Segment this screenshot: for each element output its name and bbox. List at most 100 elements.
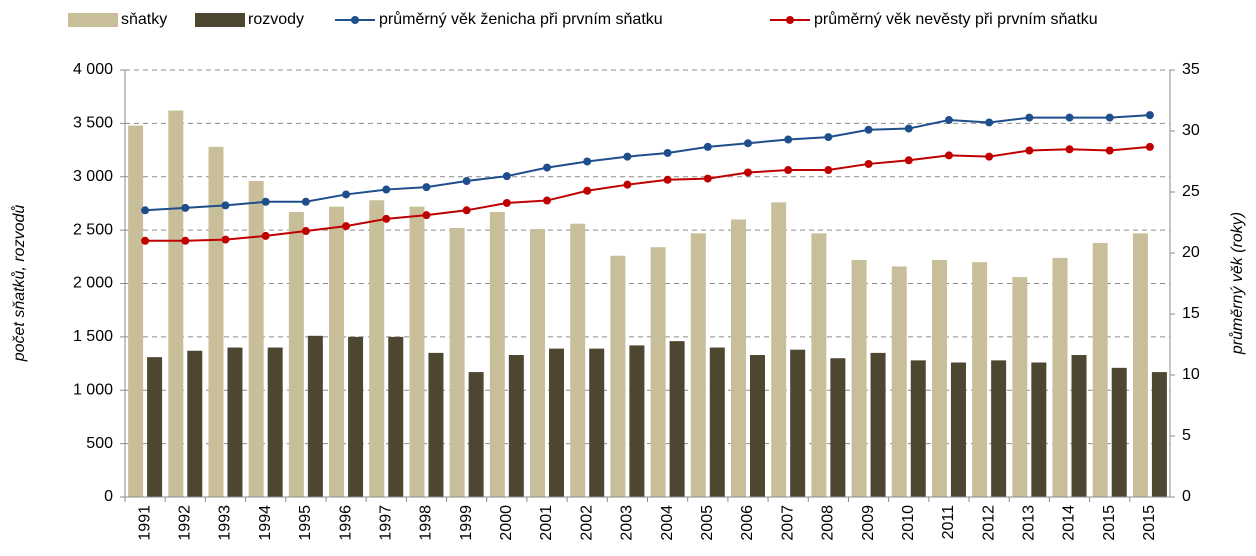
point	[422, 183, 431, 192]
bar	[709, 347, 725, 497]
point	[1105, 146, 1114, 155]
y-tick-label: 3 000	[73, 168, 113, 185]
point	[261, 231, 270, 240]
point	[583, 157, 592, 166]
bar	[307, 335, 323, 497]
bar	[508, 355, 524, 497]
bar	[830, 358, 846, 497]
legend-marker	[351, 16, 359, 24]
legend-label: rozvody	[248, 11, 304, 28]
bar	[549, 348, 565, 497]
point	[824, 133, 833, 142]
point	[663, 148, 672, 157]
x-tick-label: 1993	[217, 505, 234, 541]
x-tick-label: 2000	[498, 505, 515, 541]
x-tick-label: 1991	[136, 505, 153, 541]
y2-tick-label: 35	[1182, 61, 1200, 78]
x-tick-label: 1992	[177, 505, 194, 541]
bar	[790, 349, 806, 497]
point	[1025, 146, 1034, 155]
bar	[388, 336, 404, 497]
point	[824, 166, 833, 175]
x-tick-label: 1997	[377, 505, 394, 541]
y-tick-label: 500	[86, 435, 113, 452]
legend-swatch	[68, 13, 118, 27]
y2-tick-label: 25	[1182, 183, 1200, 200]
bar	[1071, 355, 1087, 497]
x-tick-label: 2004	[659, 505, 676, 541]
point	[382, 214, 391, 223]
bar	[589, 348, 605, 497]
point	[864, 125, 873, 134]
y-tick-label: 2 000	[73, 275, 113, 292]
y2-tick-label: 15	[1182, 305, 1200, 322]
point	[181, 203, 190, 212]
x-tick-label: 2009	[860, 505, 877, 541]
bar	[669, 341, 685, 497]
point	[301, 197, 310, 206]
bar	[267, 347, 283, 497]
x-tick-label: 2011	[940, 505, 957, 540]
bar	[409, 206, 425, 497]
bar	[972, 262, 988, 497]
point	[1145, 111, 1154, 120]
y2-axis-label: průměrný věk (roky)	[1228, 212, 1246, 355]
bar	[610, 255, 626, 497]
bar	[749, 355, 765, 497]
bar	[468, 372, 484, 497]
y-tick-label: 2 500	[73, 221, 113, 238]
y-tick-label: 1 000	[73, 381, 113, 398]
x-tick-label: 2010	[900, 505, 917, 541]
point	[985, 118, 994, 127]
point	[1105, 113, 1114, 122]
bar	[187, 350, 203, 497]
point	[261, 197, 270, 206]
point	[543, 163, 552, 172]
bar	[1111, 367, 1127, 497]
point	[703, 174, 712, 183]
point	[743, 168, 752, 177]
point	[181, 236, 190, 245]
bar	[428, 352, 444, 497]
point	[623, 180, 632, 189]
legend-swatch	[195, 13, 245, 27]
point	[703, 142, 712, 151]
line	[145, 114, 1150, 212]
bar	[570, 223, 586, 497]
point	[462, 177, 471, 186]
x-tick-label: 2008	[820, 505, 837, 541]
point	[141, 236, 150, 245]
bar	[227, 347, 243, 497]
bar	[650, 247, 666, 497]
point	[944, 116, 953, 125]
x-tick-label: 1999	[458, 505, 475, 541]
y2-tick-label: 20	[1182, 244, 1200, 261]
y-tick-label: 4 000	[73, 61, 113, 78]
point	[221, 201, 230, 210]
bar	[870, 352, 886, 497]
point	[1065, 113, 1074, 122]
point	[342, 222, 351, 231]
x-tick-label: 1995	[297, 505, 314, 541]
bar	[1052, 257, 1068, 497]
point	[422, 211, 431, 220]
bar	[288, 211, 304, 498]
point	[342, 190, 351, 199]
point	[944, 151, 953, 160]
point	[623, 152, 632, 161]
y2-tick-label: 0	[1182, 488, 1191, 505]
bar	[208, 146, 224, 498]
x-tick-label: 1994	[257, 505, 274, 541]
y-tick-label: 1 500	[73, 328, 113, 345]
legend-label: průměrný věk nevěsty při prvním sňatku	[814, 10, 1098, 28]
bar	[329, 206, 345, 497]
bar	[128, 125, 144, 497]
bar	[489, 211, 505, 498]
point	[1065, 145, 1074, 154]
legend-label: průměrný věk ženicha při prvním sňatku	[379, 10, 663, 28]
point	[221, 235, 230, 244]
point	[382, 185, 391, 194]
bar	[771, 202, 787, 497]
x-tick-label: 2003	[619, 505, 636, 541]
point	[663, 175, 672, 184]
